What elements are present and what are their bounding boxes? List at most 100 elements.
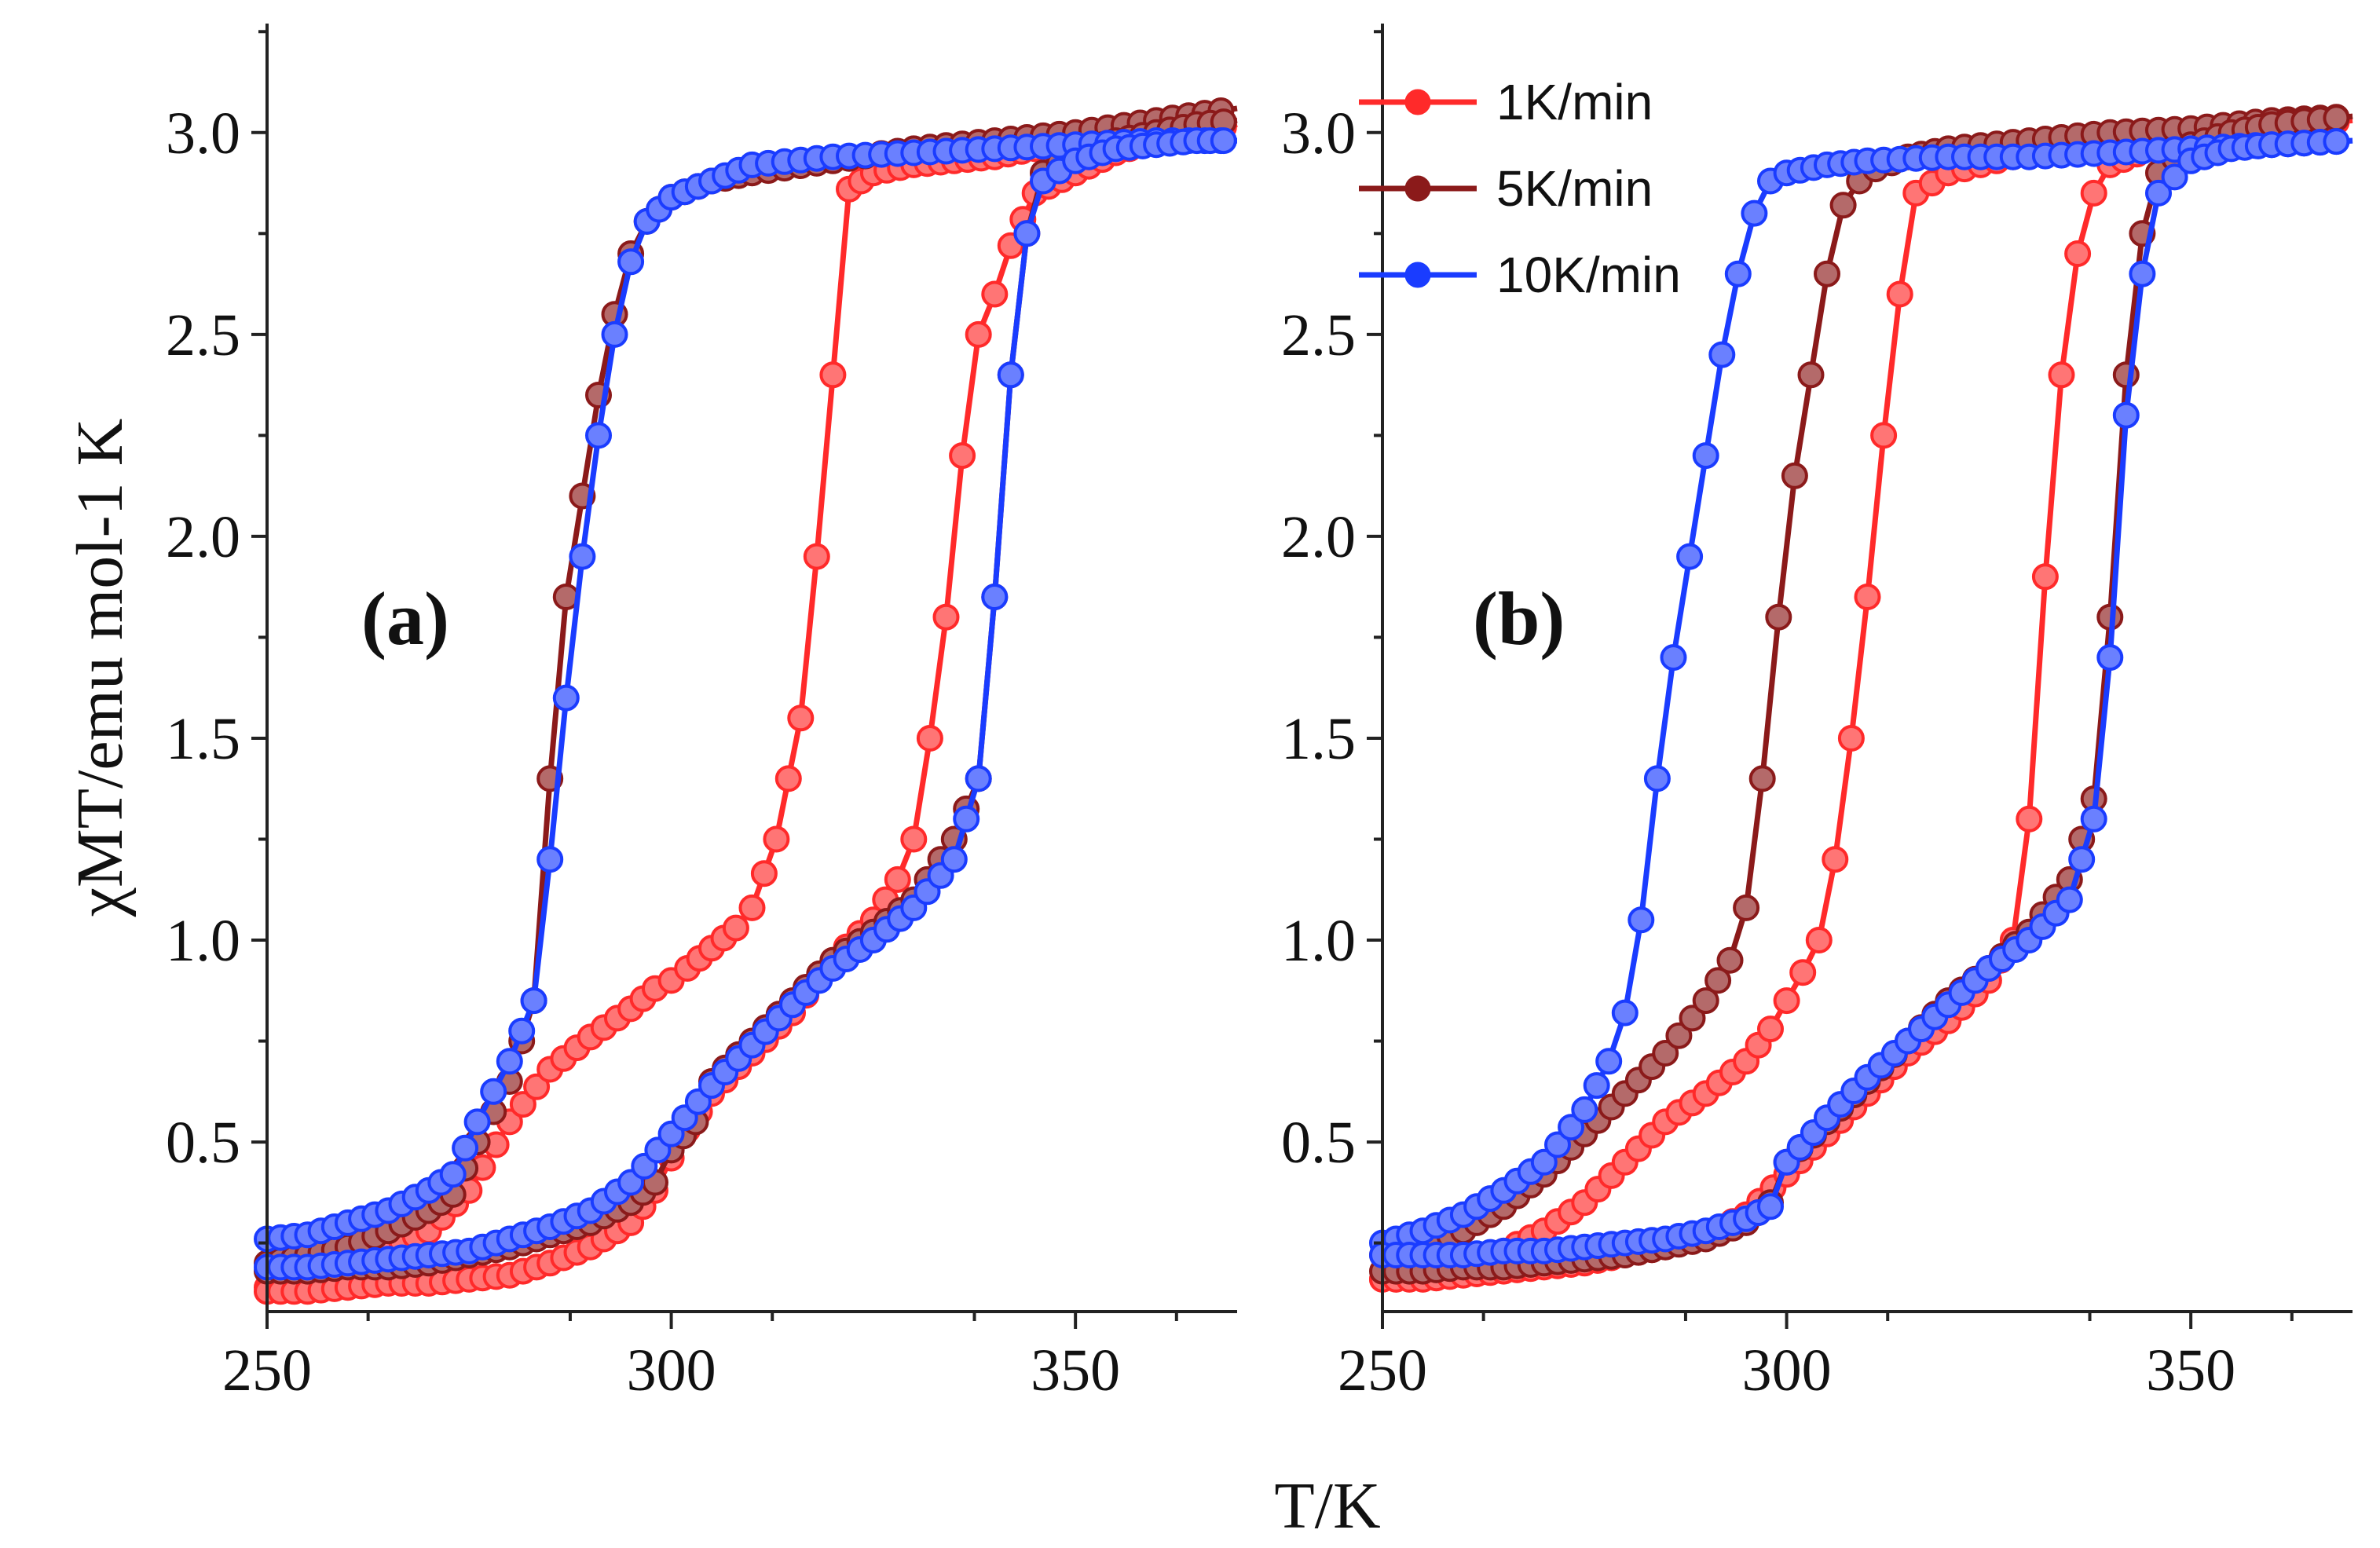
y-tick-label: 1.5 (1281, 706, 1356, 772)
x-tick-label: 300 (1742, 1338, 1832, 1403)
data-point-10k-min (1628, 906, 1655, 934)
data-point-1k-min (1789, 959, 1817, 986)
data-point-10k-min (2112, 401, 2140, 429)
legend-item-5k: 5K/min (1359, 160, 1653, 217)
panel-b-label: (b) (1473, 576, 1565, 661)
data-point-10k-min (940, 846, 968, 873)
data-point-10k-min (585, 422, 612, 449)
data-point-5k-min (1829, 192, 1857, 219)
data-point-1k-min (750, 860, 778, 887)
data-point-1k-min (1805, 927, 1833, 953)
data-point-5k-min (1665, 1022, 1693, 1049)
data-point-5k-min (1692, 987, 1719, 1015)
data-point-1k-min (2031, 563, 2059, 591)
y-tick-label: 3.0 (1281, 101, 1356, 167)
y-tick-label: 2.0 (1281, 504, 1356, 570)
data-point-1k-min (738, 894, 766, 921)
data-point-1k-min (981, 280, 1009, 308)
series-10k-min (254, 127, 1237, 1281)
y-tick-label: 1.0 (1281, 908, 1356, 974)
legend-label-1k: 1K/min (1496, 74, 1653, 130)
data-point-1k-min (2080, 179, 2107, 207)
x-tick-label: 350 (1031, 1338, 1120, 1403)
legend-label-10k: 10K/min (1496, 247, 1681, 303)
data-point-1k-min (949, 442, 976, 470)
data-point-10k-min (2323, 128, 2350, 156)
data-point-10k-min (2056, 886, 2083, 913)
data-point-10k-min (1676, 543, 1704, 570)
data-point-1k-min (1886, 280, 1913, 308)
y-tick-label: 0.5 (166, 1110, 240, 1176)
panel-a-ticks: 250 300 350 0.5 1.0 1.5 2.0 2.5 3.0 (166, 30, 1178, 1403)
data-point-10k-min (1643, 765, 1671, 792)
legend-label-5k: 5K/min (1496, 160, 1653, 217)
data-point-1k-min (774, 765, 802, 792)
data-point-10k-min (997, 361, 1024, 389)
y-tick-label: 1.5 (166, 706, 240, 772)
data-point-10k-min (2080, 805, 2107, 833)
data-point-1k-min (1757, 1016, 1784, 1043)
legend-marker-1k (1404, 89, 1431, 115)
series-10k-min (1369, 128, 2353, 1268)
data-point-10k-min (496, 1048, 523, 1075)
data-point-1k-min (509, 1091, 536, 1118)
panel-a: 250 300 350 0.5 1.0 1.5 2.0 2.5 3.0 (a) (166, 24, 1238, 1403)
y-tick-label: 1.0 (166, 908, 240, 974)
data-point-10k-min (1741, 199, 1768, 227)
legend-item-1k: 1K/min (1359, 74, 1653, 130)
data-point-10k-min (617, 248, 645, 276)
data-point-10k-min (2129, 260, 2156, 287)
data-point-1k-min (523, 1073, 551, 1100)
data-point-10k-min (1708, 341, 1736, 368)
panel-b-ticks: 250 300 350 0.5 1.0 1.5 2.0 2.5 3.0 (1281, 30, 2294, 1403)
data-point-10k-min (463, 1108, 491, 1136)
y-axis-title: χMT/emu mol-1 K (64, 419, 137, 918)
data-point-1k-min (900, 825, 928, 853)
y-tick-label: 2.5 (1281, 302, 1356, 368)
data-point-5k-min (1652, 1040, 1679, 1067)
data-point-1k-min (819, 361, 847, 389)
x-tick-label: 350 (2146, 1338, 2235, 1403)
data-point-10k-min (508, 1017, 536, 1045)
data-point-1k-min (722, 914, 749, 942)
data-point-10k-min (520, 987, 547, 1015)
data-point-5k-min (1679, 1005, 1706, 1032)
data-point-5k-min (1814, 260, 1840, 287)
data-point-5k-min (1716, 946, 1744, 974)
data-point-10k-min (1595, 1048, 1623, 1075)
data-point-1k-min (1854, 584, 1881, 610)
data-point-5k-min (2323, 104, 2350, 132)
data-point-10k-min (569, 543, 596, 570)
data-point-10k-min (965, 765, 992, 792)
panel-a-label: (a) (361, 576, 449, 661)
data-point-1k-min (787, 704, 815, 732)
legend: 1K/min 5K/min 10K/min (1359, 74, 1681, 303)
legend-marker-5k (1404, 175, 1431, 202)
data-point-5k-min (1704, 967, 1732, 994)
data-point-5k-min (1748, 765, 1776, 792)
data-point-10k-min (552, 684, 580, 712)
data-point-1k-min (1870, 422, 1898, 449)
data-point-1k-min (2064, 240, 2092, 267)
legend-item-10k: 10K/min (1359, 247, 1681, 303)
data-point-10k-min (2068, 846, 2096, 873)
data-point-5k-min (1733, 894, 1760, 921)
data-point-10k-min (1558, 1114, 1585, 1141)
legend-marker-10k (1404, 262, 1431, 288)
data-point-10k-min (981, 584, 1009, 610)
data-point-1k-min (1837, 725, 1865, 752)
data-point-10k-min (1757, 1193, 1784, 1220)
y-tick-label: 3.0 (166, 101, 240, 167)
panel-b-series (1369, 104, 2353, 1293)
data-point-1k-min (803, 543, 830, 570)
data-point-10k-min (452, 1134, 479, 1162)
data-point-5k-min (1797, 361, 1825, 389)
data-point-1k-min (1773, 987, 1800, 1015)
data-point-10k-min (1210, 127, 1237, 155)
panel-b: 250 300 350 0.5 1.0 1.5 2.0 2.5 3.0 (b) 1K/min 5… (1281, 24, 2353, 1403)
data-point-10k-min (480, 1078, 507, 1105)
data-point-10k-min (1611, 999, 1639, 1027)
data-point-1k-min (1822, 846, 1849, 873)
